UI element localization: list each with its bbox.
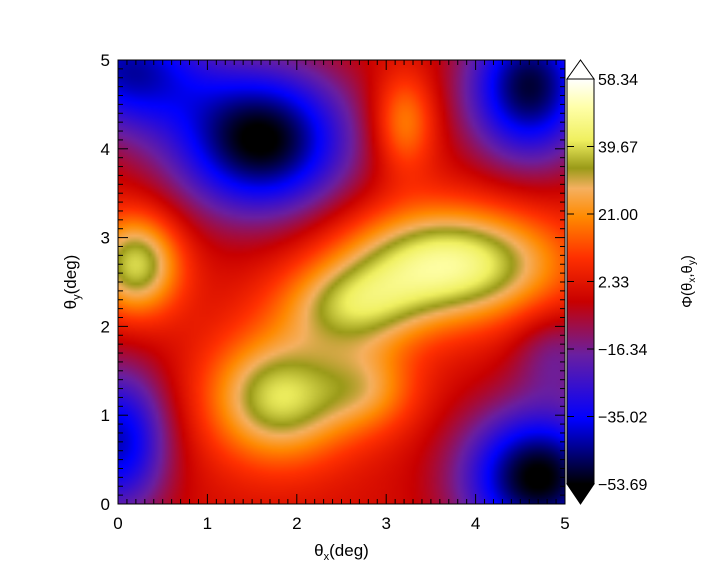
colorbar-tick-label: −35.02 <box>598 410 647 427</box>
colorbar-label: Φ(θx,θy) <box>679 255 698 308</box>
colorbar-tick-label: −53.69 <box>598 477 647 494</box>
colorbar-tick-label: −16.34 <box>598 342 647 359</box>
y-tick-labels: 0 1 2 3 4 5 <box>101 51 110 514</box>
colorbar-min-arrow <box>566 483 595 505</box>
x-tick-label: 0 <box>113 514 122 533</box>
colorbar-tick-label: 21.00 <box>598 207 638 224</box>
x-tick-label: 5 <box>560 514 569 533</box>
y-tick-label: 5 <box>101 51 110 70</box>
colorbar-tick-label: 58.34 <box>598 72 638 89</box>
y-axis-label: θy(deg) <box>61 255 83 310</box>
colorbar-tick-labels: 58.34 39.67 21.00 2.33 −16.34 −35.02 −53.69 <box>598 72 647 494</box>
heatmap-image <box>118 60 565 504</box>
colorbar: 58.34 39.67 21.00 2.33 −16.34 −35.02 −53.69 <box>566 59 647 505</box>
x-axis-label: θx(deg) <box>314 541 369 563</box>
colorbar-tick-label: 39.67 <box>598 140 638 157</box>
y-tick-label: 1 <box>101 406 110 425</box>
heatmap-raster <box>118 60 565 504</box>
y-tick-label: 0 <box>101 495 110 514</box>
x-tick-label: 1 <box>203 514 212 533</box>
y-tick-label: 2 <box>101 317 110 336</box>
colorbar-ticks <box>567 78 594 485</box>
axis-ticks <box>117 59 566 505</box>
y-tick-label: 3 <box>101 229 110 248</box>
x-tick-label: 2 <box>292 514 301 533</box>
colorbar-tick-label: 2.33 <box>598 275 629 292</box>
x-tick-label: 3 <box>381 514 390 533</box>
x-tick-label: 4 <box>471 514 480 533</box>
colorbar-max-arrow <box>566 59 595 80</box>
y-tick-label: 4 <box>101 140 110 159</box>
x-tick-labels: 0 1 2 3 4 5 <box>113 514 569 533</box>
